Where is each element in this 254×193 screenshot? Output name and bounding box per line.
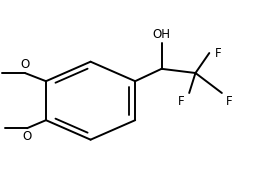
Text: F: F bbox=[215, 47, 221, 59]
Text: F: F bbox=[226, 95, 233, 108]
Text: O: O bbox=[21, 58, 30, 71]
Text: OH: OH bbox=[153, 28, 170, 41]
Text: O: O bbox=[23, 130, 32, 143]
Text: F: F bbox=[178, 95, 185, 108]
